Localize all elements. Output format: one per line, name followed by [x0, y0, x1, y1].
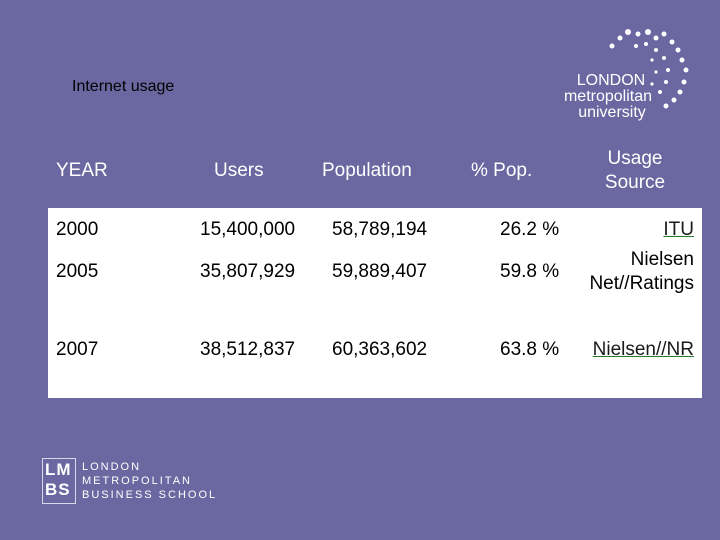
- header-source-line2: Source: [604, 172, 666, 193]
- header-usage-source: Usage Source: [590, 147, 680, 195]
- lmbs-letters-top: LM: [45, 460, 72, 479]
- lmu-line3: university: [578, 104, 646, 121]
- lmu-dots-icon: [609, 29, 689, 109]
- cell-users: 15,400,000: [200, 219, 296, 240]
- cell-population: 59,889,407: [332, 261, 428, 282]
- lmbs-letters-bottom: BS: [45, 480, 71, 499]
- data-table: 2000 15,400,000 58,789,194 26.2 % ITU 20…: [48, 208, 702, 398]
- lmu-logo: LONDON metropolitan university: [548, 28, 708, 128]
- cell-pct: 26.2 %: [500, 219, 560, 240]
- cell-source-link[interactable]: ITU: [663, 219, 694, 240]
- lmbs-box: [42, 458, 76, 504]
- lmu-line1: LONDON: [576, 72, 646, 89]
- header-year: YEAR: [56, 160, 108, 181]
- cell-year: 2000: [56, 219, 99, 240]
- cell-population: 60,363,602: [332, 339, 428, 360]
- header-population: Population: [322, 160, 412, 181]
- header-source-line1: Usage: [607, 148, 663, 169]
- slide-title: Internet usage: [72, 78, 175, 95]
- cell-year: 2005: [56, 261, 99, 282]
- cell-source-line2: Net//Ratings: [589, 273, 694, 294]
- cell-population: 58,789,194: [332, 219, 428, 240]
- cell-users: 35,807,929: [200, 261, 296, 282]
- lmbs-line2: METROPOLITAN: [82, 475, 192, 487]
- header-users: Users: [214, 160, 264, 181]
- cell-users: 38,512,837: [200, 339, 296, 360]
- lmu-line2: metropolitan: [563, 88, 653, 105]
- lmbs-line1: LONDON: [82, 461, 142, 473]
- cell-pct: 59.8 %: [500, 261, 560, 282]
- cell-source-link[interactable]: Nielsen//NR: [592, 339, 694, 360]
- lmbs-name: LONDON METROPOLITAN BUSINESS SCHOOL: [82, 460, 217, 502]
- cell-pct: 63.8 %: [500, 339, 560, 360]
- cell-year: 2007: [56, 339, 99, 360]
- lmbs-line3: BUSINESS SCHOOL: [82, 489, 218, 501]
- lmbs-logo: LM BS LONDON METROPOLITAN BUSINESS SCHOO…: [42, 458, 222, 508]
- cell-source-line1: Nielsen: [630, 249, 694, 270]
- header-pct-pop: % Pop.: [471, 160, 533, 181]
